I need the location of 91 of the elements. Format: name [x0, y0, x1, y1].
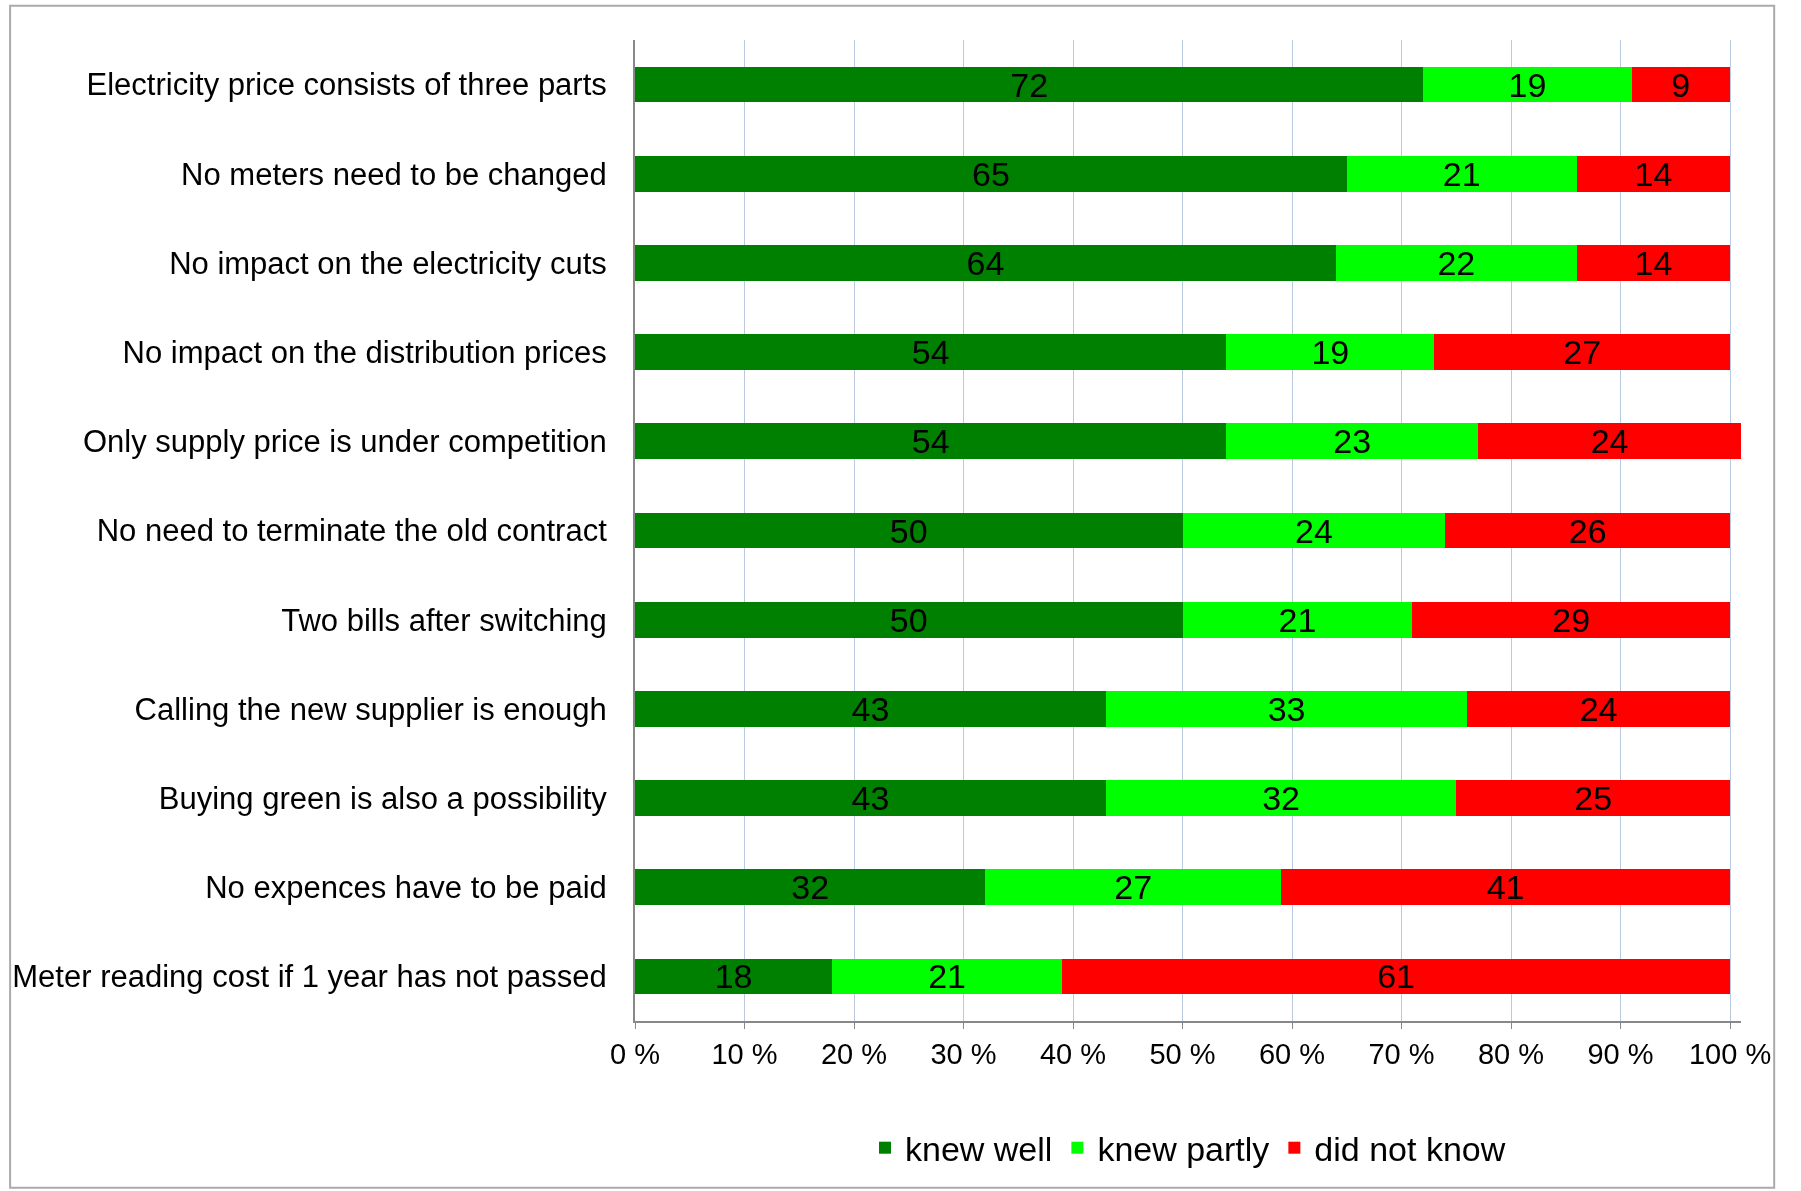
data-label: 61 — [1377, 957, 1415, 996]
data-label: 29 — [1552, 600, 1591, 639]
data-label: 43 — [851, 779, 890, 818]
x-tick-label: 20 % — [820, 1037, 888, 1070]
bar — [635, 66, 1424, 103]
x-tick-label: 70 % — [1368, 1037, 1435, 1070]
data-label: 19 — [1311, 333, 1350, 372]
bar — [635, 334, 1227, 370]
legend-label: knew well — [905, 1129, 1053, 1168]
data-label: 54 — [911, 333, 950, 372]
x-tick-label: 30 % — [930, 1037, 997, 1070]
y-tick-label: Calling the new supplier is enough — [134, 691, 607, 727]
data-label: 41 — [1486, 868, 1525, 907]
bar — [1456, 780, 1731, 816]
data-label: 27 — [1563, 333, 1602, 372]
bar — [635, 155, 1347, 192]
bar — [1576, 245, 1731, 281]
y-tick-label: Electricity price consists of three parts — [86, 67, 607, 103]
x-tick-label: 40 % — [1039, 1037, 1107, 1070]
x-tick-label: 80 % — [1477, 1037, 1545, 1070]
data-label: 72 — [1010, 65, 1049, 104]
data-label: 65 — [971, 154, 1010, 193]
bar — [1423, 66, 1632, 103]
bar — [832, 958, 1063, 995]
legend-label: did not know — [1314, 1129, 1506, 1168]
data-label: 14 — [1634, 243, 1673, 282]
bar — [635, 601, 1183, 638]
bar — [1182, 601, 1413, 638]
y-tick-label: No meters need to be changed — [181, 156, 607, 192]
bar — [1434, 334, 1731, 370]
y-tick-label: Buying green is also a possibility — [158, 780, 608, 816]
y-tick-label: No need to terminate the old contract — [96, 513, 608, 549]
data-label: 24 — [1590, 422, 1629, 461]
data-label: 23 — [1333, 422, 1372, 461]
bar — [1631, 66, 1731, 103]
y-tick-label: Meter reading cost if 1 year has not passed — [12, 959, 607, 995]
y-tick-label: No expences have to be paid — [205, 870, 607, 906]
data-label: 14 — [1634, 154, 1673, 193]
data-label: 32 — [791, 868, 830, 907]
bar — [1226, 423, 1479, 460]
bar — [635, 869, 986, 906]
bar — [635, 958, 833, 995]
legend-label: knew partly — [1097, 1129, 1270, 1168]
x-tick-label: 100 % — [1688, 1037, 1772, 1070]
data-label: 64 — [966, 243, 1005, 282]
bar — [635, 423, 1227, 460]
data-label: 25 — [1574, 779, 1613, 818]
data-label: 33 — [1267, 689, 1306, 728]
y-tick-label: No impact on the electricity cuts — [169, 245, 607, 281]
bar — [635, 691, 1106, 727]
bar — [1346, 155, 1577, 192]
bar — [635, 780, 1106, 816]
data-label: 24 — [1579, 689, 1618, 728]
data-label: 21 — [1442, 154, 1481, 193]
bar — [1467, 691, 1731, 727]
bar — [1105, 780, 1457, 816]
data-label: 43 — [851, 689, 890, 728]
data-label: 24 — [1295, 511, 1333, 550]
data-label: 9 — [1671, 65, 1691, 104]
x-tick-label: 90 % — [1587, 1037, 1654, 1070]
y-tick-label: Two bills after switching — [281, 602, 607, 638]
x-tick-label: 0 % — [610, 1037, 660, 1070]
y-tick-label: Only supply price is under competition — [82, 424, 607, 460]
bar — [1412, 601, 1731, 638]
bar — [1226, 334, 1435, 370]
bar — [1062, 958, 1731, 995]
bar — [635, 245, 1336, 281]
data-label: 18 — [714, 957, 753, 996]
bar — [985, 869, 1282, 906]
data-label: 50 — [889, 600, 928, 639]
bar — [635, 512, 1183, 549]
data-label: 54 — [911, 422, 950, 461]
bar — [1105, 691, 1468, 727]
bar — [1478, 423, 1741, 460]
bar — [1335, 245, 1577, 281]
bar — [1576, 155, 1731, 192]
data-label: 27 — [1114, 868, 1153, 907]
data-label: 26 — [1568, 511, 1607, 550]
data-label: 19 — [1508, 65, 1547, 104]
bar — [1182, 512, 1446, 549]
data-label: 50 — [889, 511, 928, 550]
x-tick-label: 50 % — [1149, 1037, 1216, 1070]
data-label: 21 — [928, 957, 966, 996]
data-label: 21 — [1278, 600, 1317, 639]
data-label: 22 — [1437, 243, 1476, 282]
y-tick-label: No impact on the distribution prices — [122, 334, 607, 370]
bar — [1445, 512, 1731, 549]
x-tick-label: 10 % — [711, 1037, 778, 1070]
bar — [1281, 869, 1731, 906]
data-label: 32 — [1262, 779, 1300, 818]
x-tick-label: 60 % — [1258, 1037, 1326, 1070]
